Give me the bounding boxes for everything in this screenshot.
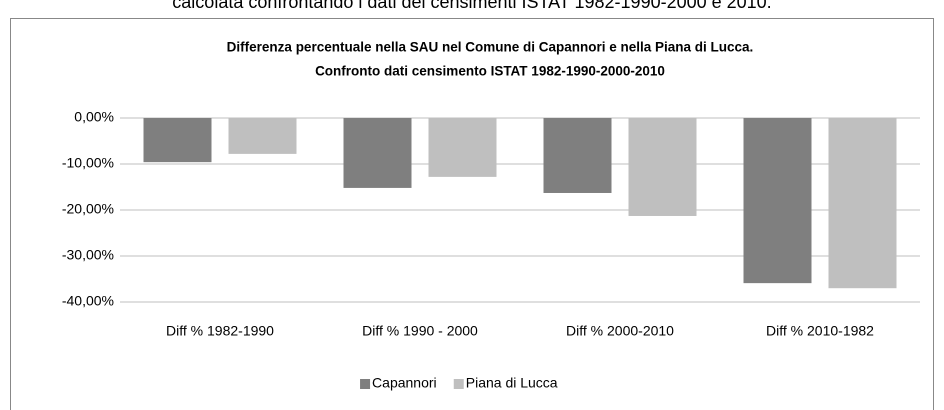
chart-border (10, 18, 934, 410)
y-tick-label: -10,00% (62, 155, 114, 171)
bar (143, 118, 212, 163)
caption: calcolata confrontando i dati dei censim… (172, 0, 771, 12)
bar (543, 118, 612, 193)
bar (343, 118, 412, 188)
chart-title: Differenza percentuale nella SAU nel Com… (227, 40, 754, 55)
bar (228, 118, 297, 154)
x-tick-label: Diff % 2010-1982 (766, 323, 874, 339)
bar (428, 118, 497, 177)
bar (628, 118, 697, 216)
legend-label: Piana di Lucca (466, 375, 558, 391)
y-tick-label: -40,00% (62, 293, 114, 309)
x-tick-label: Diff % 1990 - 2000 (362, 323, 478, 339)
legend-swatch (360, 379, 371, 389)
chart-title: Confronto dati censimento ISTAT 1982-199… (315, 64, 665, 79)
x-tick-label: Diff % 1982-1990 (166, 323, 274, 339)
bar (828, 118, 897, 289)
bar (743, 118, 812, 284)
y-tick-label: -20,00% (62, 201, 114, 217)
legend-label: Capannori (372, 375, 437, 391)
legend-swatch (453, 379, 464, 389)
x-tick-label: Diff % 2000-2010 (566, 323, 674, 339)
y-tick-label: 0,00% (74, 109, 114, 125)
y-tick-label: -30,00% (62, 247, 114, 263)
